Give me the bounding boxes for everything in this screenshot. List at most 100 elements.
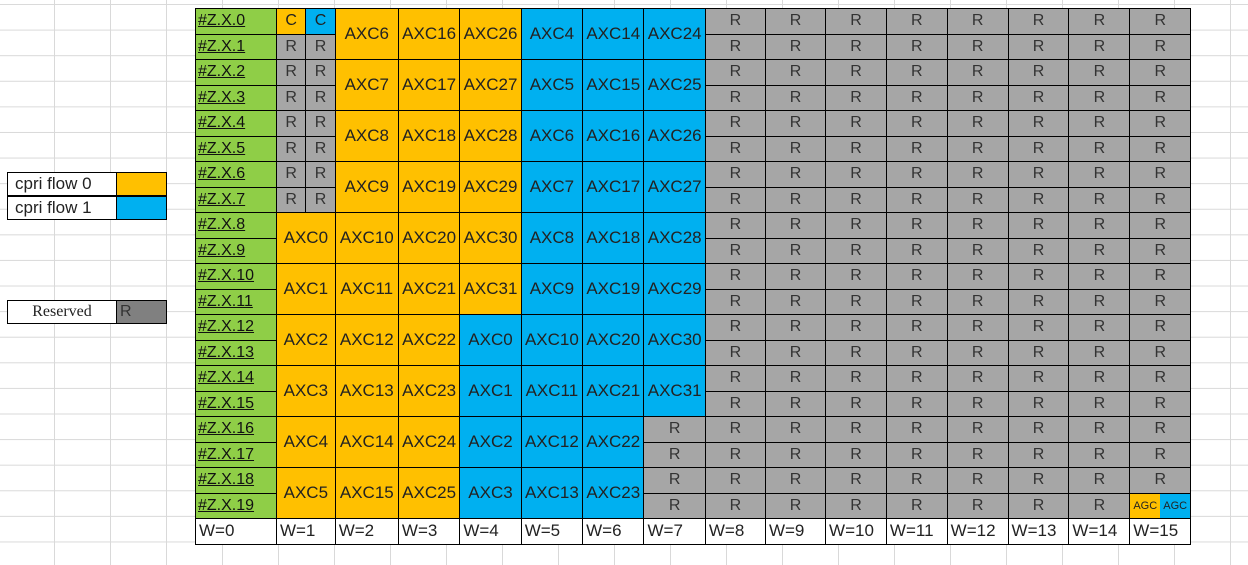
axc-cell: AXC1 xyxy=(459,365,522,417)
reserved-cell: R xyxy=(704,161,766,188)
w-label: W=0 xyxy=(195,518,277,545)
reserved-cell: R xyxy=(643,416,706,443)
reserved-cell: R xyxy=(764,110,827,137)
reserved-cell: R xyxy=(704,59,766,86)
reserved-cell: R xyxy=(1129,161,1192,188)
reserved-cell: R xyxy=(704,288,766,315)
table-row: #Z.X.18 AXC5 AXC15 AXC25 AXC3 AXC13 AXC23 R R R R R… xyxy=(195,467,1248,519)
reserved-cell: R xyxy=(275,59,307,86)
reserved-cell: R xyxy=(946,263,1009,290)
reserved-cell: R xyxy=(1129,339,1192,366)
table-row: #Z.X.13 R R R R R R R R xyxy=(195,339,1248,366)
axc-cell: AXC13 xyxy=(520,467,584,519)
reserved-cell: R xyxy=(764,33,827,60)
w-label: W=12 xyxy=(946,518,1009,545)
reserved-cell: R xyxy=(764,59,827,86)
table-row: #Z.X.1 R R R R R R R R R R xyxy=(195,33,1248,60)
axc-cell: AXC10 xyxy=(520,314,584,366)
row-label: #Z.X.16 xyxy=(195,416,277,443)
reserved-cell: R xyxy=(825,110,887,137)
reserved-cell: R xyxy=(946,59,1009,86)
reserved-cell: R xyxy=(1129,84,1192,111)
reserved-cell: R xyxy=(946,441,1009,468)
reserved-cell: R xyxy=(885,110,948,137)
axc-cell: AXC19 xyxy=(397,161,461,213)
row-label: #Z.X.7 xyxy=(195,186,277,213)
w-label: W=11 xyxy=(885,518,948,545)
reserved-cell: R xyxy=(764,263,827,290)
row-label: #Z.X.0 xyxy=(195,8,277,35)
reserved-cell: R xyxy=(1068,161,1131,188)
reserved-cell: R xyxy=(1068,110,1131,137)
row-label: #Z.X.4 xyxy=(195,110,277,137)
table-row: #Z.X.17 R R R R R R R R R xyxy=(195,441,1248,468)
reserved-cell: R xyxy=(1129,390,1192,417)
reserved-cell: R xyxy=(1068,237,1131,264)
axc-cell: AXC16 xyxy=(582,110,645,162)
axc-cell: AXC4 xyxy=(520,8,584,60)
reserved-cell: R xyxy=(1068,212,1131,239)
reserved-cell: R xyxy=(1129,467,1192,494)
reserved-cell: R xyxy=(1007,212,1070,239)
reserved-cell: R xyxy=(643,441,706,468)
axc-cell: AXC25 xyxy=(397,467,461,519)
reserved-cell: R xyxy=(764,441,827,468)
w-label: W=15 xyxy=(1129,518,1192,545)
axc-cell: AXC3 xyxy=(459,467,522,519)
reserved-cell: R xyxy=(825,390,887,417)
table-row: #Z.X.6 R R AXC9 AXC19 AXC29 AXC7 AXC17 AXC27 R R R R… xyxy=(195,161,1248,213)
reserved-cell: R xyxy=(1129,441,1192,468)
row-label: #Z.X.10 xyxy=(195,263,277,290)
axc-cell: AXC13 xyxy=(334,365,399,417)
reserved-cell: R xyxy=(885,492,948,519)
reserved-cell: R xyxy=(305,110,336,137)
row-label: #Z.X.6 xyxy=(195,161,277,188)
reserved-cell: R xyxy=(764,161,827,188)
w-label: W=1 xyxy=(275,518,336,545)
reserved-cell: R xyxy=(305,33,336,60)
reserved-cell: R xyxy=(704,212,766,239)
axc-cell: AXC23 xyxy=(397,365,461,417)
reserved-cell: R xyxy=(704,441,766,468)
reserved-cell: R xyxy=(885,237,948,264)
reserved-cell: R xyxy=(885,212,948,239)
legend-flow1-label: cpri flow 1 xyxy=(7,196,117,220)
axc-cell: AXC15 xyxy=(334,467,399,519)
reserved-cell: R xyxy=(764,84,827,111)
row-label: #Z.X.1 xyxy=(195,33,277,60)
table-row: #Z.X.10 AXC1 AXC11 AXC21 AXC31 AXC9 AXC19 AXC29… xyxy=(195,263,1248,315)
axc-cell: AXC16 xyxy=(397,8,461,60)
reserved-cell: R xyxy=(704,110,766,137)
reserved-cell: R xyxy=(764,416,827,443)
reserved-cell: R xyxy=(275,84,307,111)
axc-cell: AXC0 xyxy=(459,314,522,366)
row-label: #Z.X.13 xyxy=(195,339,277,366)
reserved-cell: R xyxy=(1007,33,1070,60)
row-label: #Z.X.9 xyxy=(195,237,277,264)
reserved-cell: R xyxy=(704,365,766,392)
axc-cell: AXC14 xyxy=(582,8,645,60)
legend-flow0-label: cpri flow 0 xyxy=(7,172,117,196)
reserved-cell: R xyxy=(1068,492,1131,519)
axc-cell: AXC3 xyxy=(275,365,336,417)
reserved-cell: R xyxy=(764,314,827,341)
axc-cell: AXC11 xyxy=(334,263,399,315)
reserved-cell: R xyxy=(825,314,887,341)
axc-cell: AXC30 xyxy=(459,212,522,264)
reserved-cell: R xyxy=(825,365,887,392)
axc-cell: AXC8 xyxy=(334,110,399,162)
reserved-cell: R xyxy=(1007,492,1070,519)
w-label: W=6 xyxy=(582,518,645,545)
w-label: W=4 xyxy=(459,518,522,545)
axc-cell: AXC22 xyxy=(397,314,461,366)
reserved-cell: R xyxy=(764,492,827,519)
axc-cell: AXC21 xyxy=(582,365,645,417)
reserved-cell: R xyxy=(825,186,887,213)
reserved-cell: R xyxy=(1129,263,1192,290)
reserved-cell: R xyxy=(885,263,948,290)
reserved-cell: R xyxy=(946,212,1009,239)
reserved-cell: R xyxy=(825,416,887,443)
reserved-cell: R xyxy=(704,314,766,341)
axc-cell: AXC9 xyxy=(334,161,399,213)
reserved-cell: R xyxy=(764,467,827,494)
